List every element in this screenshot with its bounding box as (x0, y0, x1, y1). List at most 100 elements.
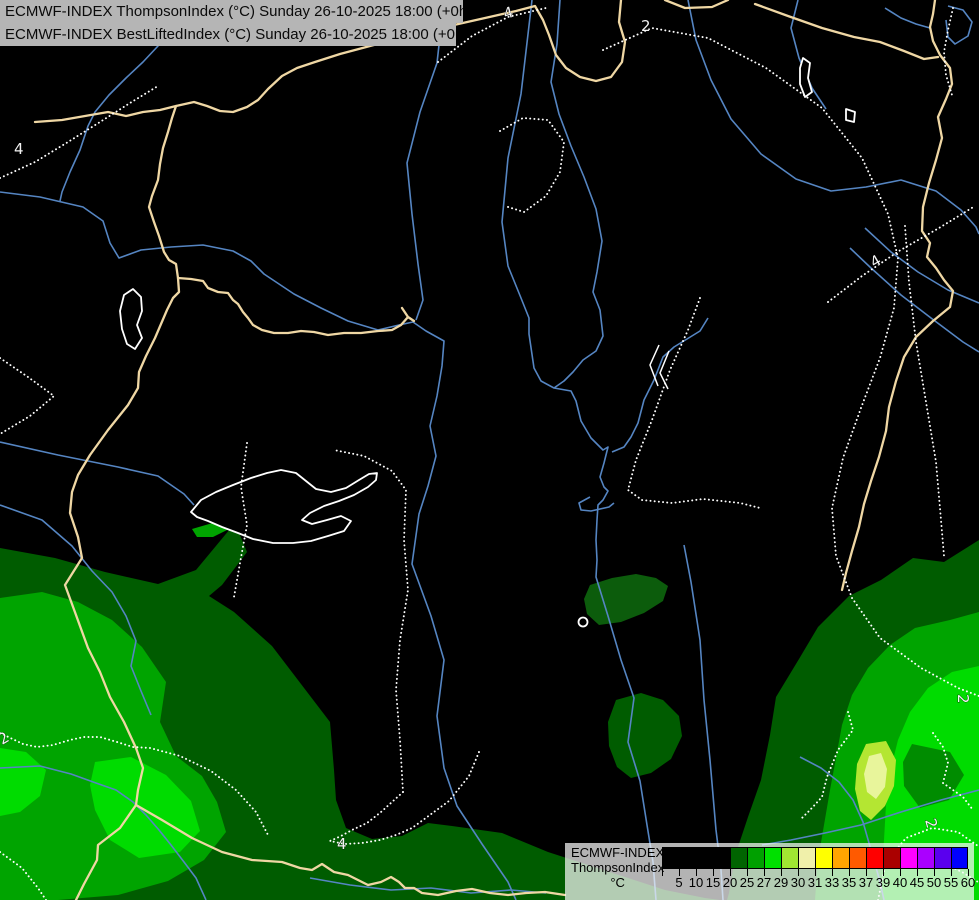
river-ne-corner-a (884, 7, 931, 29)
legend-tick (968, 869, 969, 876)
legend-tick (679, 869, 680, 876)
legend-tick (798, 869, 799, 876)
legend-tick-label: 50 (926, 875, 942, 890)
legend-tick-label: 35 (841, 875, 857, 890)
river-southeast-corner (761, 789, 979, 846)
legend-tick-label: 25 (739, 875, 755, 890)
legend-tick-label: 40 (892, 875, 908, 890)
contour-isolines (0, 7, 979, 900)
country-borders (33, 0, 955, 900)
legend-title-line1: ECMWF-INDEX (571, 845, 665, 860)
border-top-dip (663, 0, 730, 10)
river-northeast-long (687, 0, 979, 235)
contour-label: 4 (337, 835, 347, 853)
lakes (119, 57, 856, 628)
contour-label: 2 (641, 17, 651, 35)
legend-tick (900, 869, 901, 876)
legend-tick (951, 869, 952, 876)
legend-tick-label: 37 (858, 875, 874, 890)
legend-tick (696, 869, 697, 876)
border-drava (134, 803, 567, 897)
river-north-center (406, 0, 445, 321)
legend-color-box (866, 847, 883, 869)
river-west-lower (0, 504, 152, 716)
lake-balaton (190, 469, 378, 544)
border-west (63, 104, 181, 900)
isoline-sw-2 (0, 732, 269, 836)
legend-color-box (781, 847, 798, 869)
legend-tick-label: 30 (790, 875, 806, 890)
title-text-line2: ECMWF-INDEX BestLiftedIndex (°C) Sunday … (5, 26, 456, 43)
border-central (176, 276, 416, 337)
river-main-west (0, 191, 517, 900)
legend-tick (815, 869, 816, 876)
lake-neusiedl (119, 288, 143, 350)
legend-tick (730, 869, 731, 876)
title-text-line1: ECMWF-INDEX ThompsonIndex (°C) Sunday 26… (5, 3, 463, 20)
legend-tick-label: 31 (807, 875, 823, 890)
legend-color-strip (662, 847, 968, 869)
isoline-center-loop (499, 117, 565, 214)
legend-color-box (849, 847, 866, 869)
isoline-right-4a (827, 205, 976, 303)
legend-color-box (883, 847, 900, 869)
river-east-1 (864, 227, 979, 304)
legend-tick (832, 869, 833, 876)
contour-label: 2 (921, 816, 941, 830)
index-shaded-regions (0, 522, 979, 900)
legend-color-box (730, 847, 747, 869)
river-danube-east-branch (550, 0, 604, 389)
river-ne-corner-loop (945, 5, 973, 45)
river-east-center (611, 317, 709, 453)
river-zala (0, 441, 195, 506)
river-mura (0, 765, 207, 900)
region-center-blob-1 (584, 574, 668, 625)
legend-tick-label: 15 (705, 875, 721, 890)
legend-tick (849, 869, 850, 876)
border-northwest (33, 0, 627, 124)
isoline-nw (0, 85, 159, 179)
river-loop-squiggle (578, 496, 615, 512)
legend-color-box (747, 847, 764, 869)
legend-color-box (917, 847, 934, 869)
river-drava-parallel (309, 877, 547, 894)
legend-color-box (713, 847, 730, 869)
legend-color-box (934, 847, 951, 869)
legend-tick-label: 33 (824, 875, 840, 890)
legend-tick (764, 869, 765, 876)
legend-color-box (764, 847, 781, 869)
legend-tick (747, 869, 748, 876)
border-east (840, 0, 955, 592)
legend-tick (917, 869, 918, 876)
isoline-east-2 (602, 27, 979, 697)
lake-small-center (577, 616, 589, 628)
region-southwest-bright-2 (90, 757, 200, 858)
legend-tick-label: 29 (773, 875, 789, 890)
isoline-top-4 (437, 7, 547, 63)
legend-tick (934, 869, 935, 876)
legend-color-box (679, 847, 696, 869)
legend-tick (662, 869, 663, 876)
legend-tick-label: 55 (943, 875, 959, 890)
lake-ne-2 (845, 108, 856, 123)
legend-tick (883, 869, 884, 876)
region-center-blob-2 (608, 693, 682, 778)
contour-label: 2 (954, 694, 972, 704)
legend-tick (713, 869, 714, 876)
title-bar-best-lifted-index: ECMWF-INDEX BestLiftedIndex (°C) Sunday … (0, 23, 456, 46)
region-southwest-bright-1 (0, 748, 46, 816)
legend-tick-label: 5 (675, 875, 683, 890)
legend-color-box (951, 847, 968, 869)
legend-color-box (832, 847, 849, 869)
isoline-ne-corner (943, 7, 954, 96)
isoline-left-arc (0, 357, 56, 435)
legend-color-box (815, 847, 832, 869)
legend-color-box (696, 847, 713, 869)
river-danube-loop (501, 0, 657, 900)
title-bar-thompson-index: ECMWF-INDEX ThompsonIndex (°C) Sunday 26… (0, 0, 463, 23)
legend-title-line2: ThompsonIndex (571, 860, 665, 875)
legend-title: ECMWF-INDEX ThompsonIndex °C (571, 845, 664, 890)
isoline-right-4b (904, 225, 945, 557)
isoline-east-center (626, 297, 761, 509)
